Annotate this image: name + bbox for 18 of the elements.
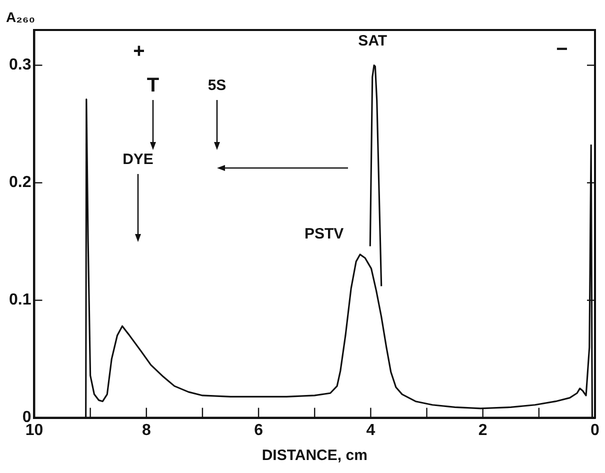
y-tick-label: 0.1	[8, 292, 32, 309]
x-tick-label: 8	[142, 422, 151, 439]
x-axis-title: DISTANCE, cm	[262, 447, 368, 464]
x-tick-label: 4	[366, 422, 376, 439]
x-tick-label: 10	[25, 422, 44, 439]
annotation: 5S	[208, 77, 226, 94]
annotation: SAT	[358, 32, 388, 50]
annotation: PSTV	[304, 226, 344, 243]
annotation: −	[556, 38, 568, 61]
y-axis-title: A₂₆₀	[6, 8, 35, 25]
x-tick-label: 6	[254, 422, 264, 439]
annotation: T	[146, 74, 160, 97]
annotation: +	[133, 40, 145, 63]
y-tick-label: 0.2	[8, 174, 32, 192]
x-tick-label: 0	[590, 422, 600, 439]
annotation: DYE	[122, 151, 154, 168]
y-tick-label: 0.3	[8, 56, 32, 74]
x-tick-label: 2	[478, 422, 488, 439]
